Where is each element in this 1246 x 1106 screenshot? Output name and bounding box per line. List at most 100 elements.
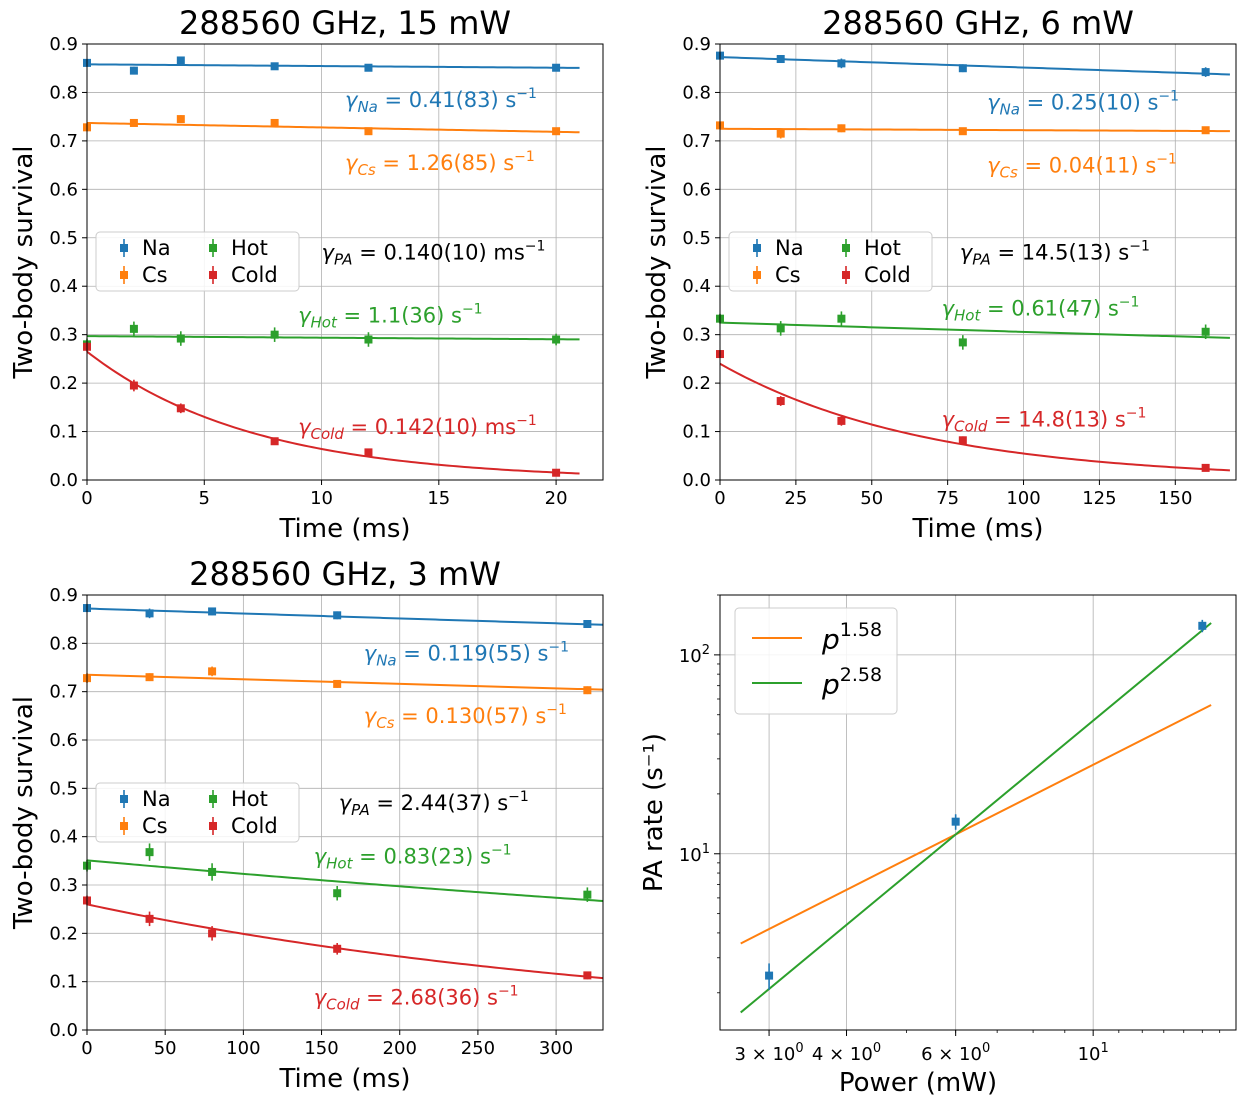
data-point-cold <box>958 436 967 445</box>
data-point-na <box>776 55 785 64</box>
x-tick-label: 300 <box>539 1038 573 1059</box>
rate-annotation-hot: γHot = 0.61(47) s−1 <box>942 294 1140 324</box>
gamma-subscript: Na <box>376 651 396 669</box>
data-point-cs <box>129 118 138 127</box>
data-point-cold <box>208 929 217 938</box>
data-point-cold <box>270 437 279 446</box>
data-point-hot <box>145 848 154 857</box>
y-tick-label: 0.3 <box>682 325 711 346</box>
rate-annotation-pa: γPA = 14.5(13) s−1 <box>960 239 1150 269</box>
tick-exponent: 0 <box>982 1041 990 1056</box>
gamma-symbol: γ <box>322 241 336 265</box>
x-tick-label: 0 <box>81 1038 92 1059</box>
rate-value: = 0.119(55) s <box>397 641 549 665</box>
legend-marker-na <box>120 244 128 252</box>
fit-curve-cold <box>86 350 580 475</box>
rate-unit-exponent: −1 <box>516 86 537 102</box>
x-tick-label: 4 × 100 <box>812 1041 881 1065</box>
rate-annotation-cold: γCold = 0.142(10) ms−1 <box>298 413 537 443</box>
rate-annotation-cs: γCs = 1.26(85) s−1 <box>345 149 535 179</box>
legend-label-hot: Hot <box>231 236 268 260</box>
gamma-symbol: γ <box>942 408 956 432</box>
y-tick-label: 0.0 <box>682 470 711 491</box>
y-axis-label: Two-body survival <box>9 145 39 379</box>
rate-unit-exponent: −1 <box>1156 151 1177 167</box>
fit-curve-na <box>86 607 604 626</box>
axes-frame <box>86 594 604 1031</box>
data-point-hot <box>208 867 217 876</box>
data-point-cs <box>208 667 217 676</box>
data-point-na <box>333 611 342 620</box>
x-axis-label: Time (ms) <box>911 514 1043 544</box>
x-tick-label: 50 <box>860 488 883 509</box>
y-tick-label: 0.8 <box>49 633 78 654</box>
data-point-na <box>552 63 561 72</box>
rate-unit-exponent: −1 <box>546 702 567 718</box>
legend-label-cs: Cs <box>775 263 801 287</box>
panel-15mw: 0 5 10 15 20 0.0 0.1 0.2 0.3 0.4 0.5 0.6 0.7 0.8 0.9 28… <box>9 4 604 544</box>
x-tick-label: 0 <box>81 488 92 509</box>
rate-unit-exponent: −1 <box>1129 239 1150 255</box>
x-tick-label: 50 <box>154 1038 177 1059</box>
data-point-cold <box>364 448 373 457</box>
y-tick-label: 0.3 <box>49 875 78 896</box>
legend-label-hot: Hot <box>231 787 268 811</box>
fit-curve-cold <box>86 903 604 980</box>
gamma-subscript: Cold <box>311 425 345 443</box>
legend-marker-cs <box>120 822 128 830</box>
y-tick-label: 0.1 <box>49 972 78 993</box>
gamma-symbol: γ <box>298 304 312 328</box>
gamma-symbol: γ <box>314 985 328 1009</box>
x-axis-label: Time (ms) <box>278 1064 410 1094</box>
y-tick-label: 0.9 <box>49 34 78 55</box>
y-tick-label: 0.6 <box>49 179 78 200</box>
gamma-subscript: PA <box>351 801 370 819</box>
y-tick-label: 0.5 <box>682 228 711 249</box>
rate-unit-exponent: −1 <box>1126 406 1147 422</box>
gamma-symbol: γ <box>942 296 956 320</box>
data-point-hot <box>1201 327 1210 336</box>
legend-marker-hot <box>842 244 850 252</box>
gamma-subscript: Na <box>1000 100 1020 118</box>
data-point-cold <box>176 404 185 413</box>
legend-label-cold: Cold <box>231 814 278 838</box>
y-tick-label: 0.1 <box>49 422 78 443</box>
panel-6mw: 0 25 50 75 100 125 150 0.0 0.1 0.2 0.3 0.4 0.5 0.6 0.7… <box>642 4 1237 544</box>
legend-label-cold: Cold <box>864 263 911 287</box>
rate-value: = 0.04(11) s <box>1018 153 1156 177</box>
legend-box <box>95 782 300 843</box>
legend-base: p <box>821 668 840 701</box>
legend-marker-cold <box>842 271 850 279</box>
y-tick-label: 101 <box>679 842 710 866</box>
tick-exponent: 1 <box>1100 1041 1108 1056</box>
rate-value: = 1.1(36) s <box>337 304 462 328</box>
data-point-hot <box>129 324 138 333</box>
x-tick-label: 0 <box>714 488 725 509</box>
rate-value: = 2.44(37) s <box>370 791 508 815</box>
legend-marker-na <box>120 795 128 803</box>
gamma-subscript: Cs <box>376 714 394 732</box>
gamma-symbol: γ <box>339 791 353 815</box>
rate-annotation-hot: γHot = 0.83(23) s−1 <box>314 842 512 872</box>
gamma-symbol: γ <box>314 844 328 868</box>
legend-label-cold: Cold <box>231 263 278 287</box>
x-tick-label: 10 <box>310 488 333 509</box>
tick-base: 4 × 10 <box>812 1044 873 1065</box>
gamma-symbol: γ <box>345 151 359 175</box>
data-point-cold <box>776 397 785 406</box>
y-tick-label: 0.6 <box>682 179 711 200</box>
rate-unit-exponent: −1 <box>462 302 483 318</box>
axes-frame <box>86 43 604 481</box>
fit-curve-cs <box>86 121 580 134</box>
legend-exponent: 1.58 <box>840 619 882 641</box>
legend-marker-na <box>753 244 761 252</box>
fit-curve-hot <box>86 335 580 341</box>
legend-label-1-58: p1.58 <box>821 619 882 656</box>
rate-unit-exponent: −1 <box>525 239 546 255</box>
data-point-cold <box>129 381 138 390</box>
x-tick-label: 100 <box>1006 488 1040 509</box>
legend-label-na: Na <box>775 236 804 260</box>
rate-value: = 14.8(13) s <box>987 408 1125 432</box>
